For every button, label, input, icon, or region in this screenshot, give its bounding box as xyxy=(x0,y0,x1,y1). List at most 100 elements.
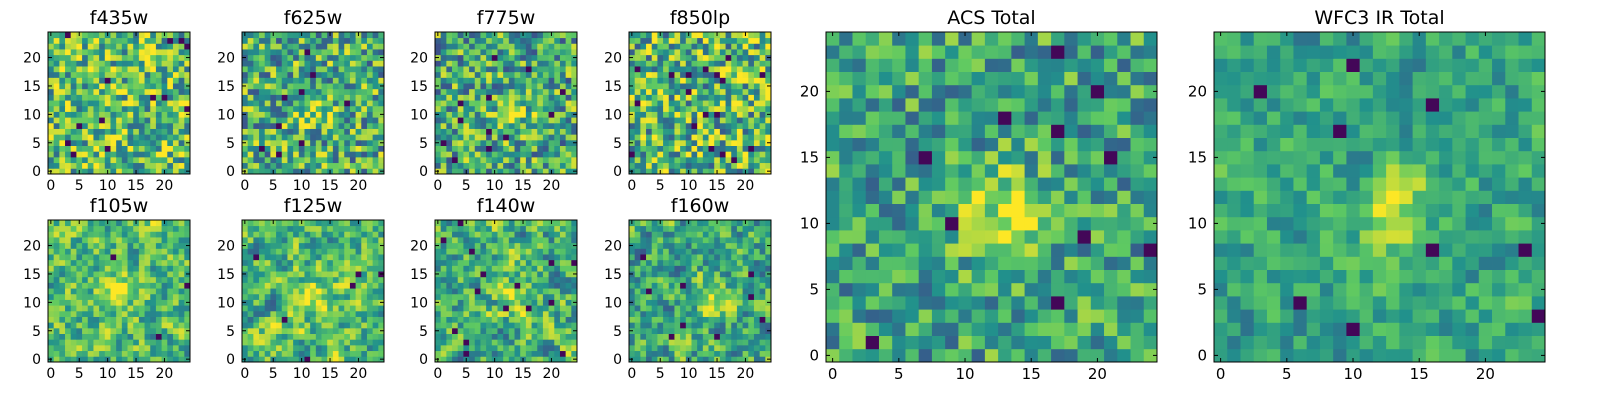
heatmap-cell xyxy=(304,117,311,124)
heatmap-cell xyxy=(559,156,567,164)
heatmap-cell xyxy=(150,134,157,141)
heatmap-cell xyxy=(719,71,726,78)
heatmap-cell xyxy=(161,231,168,238)
heatmap-cell xyxy=(646,111,653,118)
heatmap-cell xyxy=(287,71,294,78)
heatmap-cell xyxy=(167,339,174,346)
heatmap-cell xyxy=(327,88,334,95)
heatmap-cell xyxy=(332,43,339,50)
heatmap-cell xyxy=(310,128,317,135)
heatmap-cell xyxy=(446,225,453,232)
heatmap-cell xyxy=(76,344,83,352)
heatmap-cell xyxy=(531,276,538,283)
heatmap-cell xyxy=(685,145,692,152)
heatmap-cell xyxy=(276,305,283,312)
heatmap-cell xyxy=(366,105,374,112)
heatmap-cell xyxy=(748,77,755,84)
heatmap-cell xyxy=(253,66,260,73)
heatmap-cell xyxy=(259,299,266,306)
heatmap-cell xyxy=(155,344,162,352)
heatmap-cell xyxy=(247,139,254,146)
heatmap-cell xyxy=(708,151,715,158)
heatmap-cell xyxy=(514,282,521,289)
heatmap-cell xyxy=(76,156,83,164)
heatmap-cell xyxy=(748,327,755,334)
heatmap-cell xyxy=(298,117,305,124)
heatmap-cell xyxy=(685,316,692,323)
heatmap-cell xyxy=(167,231,174,238)
heatmap-cell xyxy=(82,231,89,238)
heatmap-cell xyxy=(446,282,453,289)
heatmap-cell xyxy=(121,111,128,118)
heatmap-cell xyxy=(435,122,442,129)
heatmap-cell xyxy=(702,333,709,340)
heatmap-cell xyxy=(70,105,77,112)
heatmap-cell xyxy=(657,77,664,84)
heatmap-cell xyxy=(480,282,487,289)
heatmap-cell xyxy=(651,145,658,152)
heatmap-cell xyxy=(463,49,470,56)
heatmap-cell xyxy=(565,100,572,107)
heatmap-cell xyxy=(253,322,260,329)
heatmap-cell xyxy=(99,128,106,135)
heatmap-cell xyxy=(167,54,174,61)
heatmap-cell xyxy=(59,339,66,346)
heatmap-cell xyxy=(736,339,743,346)
heatmap-cell xyxy=(349,237,356,244)
heatmap-cell xyxy=(537,162,544,169)
heatmap-cell xyxy=(247,344,254,352)
heatmap-cell xyxy=(663,100,670,107)
heatmap-cell xyxy=(270,344,277,352)
heatmap-cell xyxy=(298,145,305,152)
heatmap-cell xyxy=(537,49,544,56)
heatmap-cell xyxy=(674,168,681,175)
heatmap-cell xyxy=(668,288,675,295)
heatmap-cell xyxy=(332,60,339,67)
heatmap-cell xyxy=(121,344,128,352)
heatmap-cell xyxy=(748,299,755,306)
heatmap-cell xyxy=(697,168,704,175)
heatmap-cell xyxy=(491,77,498,84)
heatmap-cell xyxy=(59,66,66,73)
heatmap-cell xyxy=(554,145,561,152)
heatmap-cell xyxy=(736,316,743,323)
heatmap-cell xyxy=(242,88,249,95)
heatmap-cell xyxy=(702,128,709,135)
heatmap-cell xyxy=(287,310,294,317)
heatmap-cell xyxy=(150,288,157,295)
heatmap-cell xyxy=(53,60,60,67)
y-tick-label: 0 xyxy=(419,352,428,368)
heatmap-cell xyxy=(508,139,515,146)
heatmap-cell xyxy=(315,94,322,101)
heatmap-cell xyxy=(150,293,157,300)
heatmap-cell xyxy=(293,316,300,323)
heatmap-cell xyxy=(378,276,385,283)
heatmap-cell xyxy=(298,339,305,346)
heatmap-cell xyxy=(559,88,567,95)
heatmap-cell xyxy=(321,111,328,118)
heatmap-cell xyxy=(559,316,567,323)
heatmap-cell xyxy=(321,83,328,90)
heatmap-cell xyxy=(178,83,185,90)
heatmap-cell xyxy=(514,139,521,146)
heatmap-cell xyxy=(110,117,117,124)
heatmap-cell xyxy=(70,145,77,152)
heatmap-cell xyxy=(503,356,510,363)
heatmap-cell xyxy=(178,310,185,317)
heatmap-cell xyxy=(116,265,123,272)
heatmap-cell xyxy=(514,145,521,152)
heatmap-cell xyxy=(259,282,266,289)
heatmap-cell xyxy=(452,344,459,352)
heatmap-cell xyxy=(680,94,687,101)
heatmap-cell xyxy=(503,237,510,244)
heatmap-cell xyxy=(520,225,527,232)
heatmap-cell xyxy=(452,305,459,312)
heatmap-cell xyxy=(497,293,504,300)
heatmap-cell xyxy=(708,310,715,317)
heatmap-cell xyxy=(321,327,328,334)
heatmap-cell xyxy=(276,271,283,278)
heatmap-cell xyxy=(548,339,555,346)
heatmap-cell xyxy=(253,333,260,340)
heatmap-cell xyxy=(691,71,698,78)
heatmap-cell xyxy=(542,156,549,164)
